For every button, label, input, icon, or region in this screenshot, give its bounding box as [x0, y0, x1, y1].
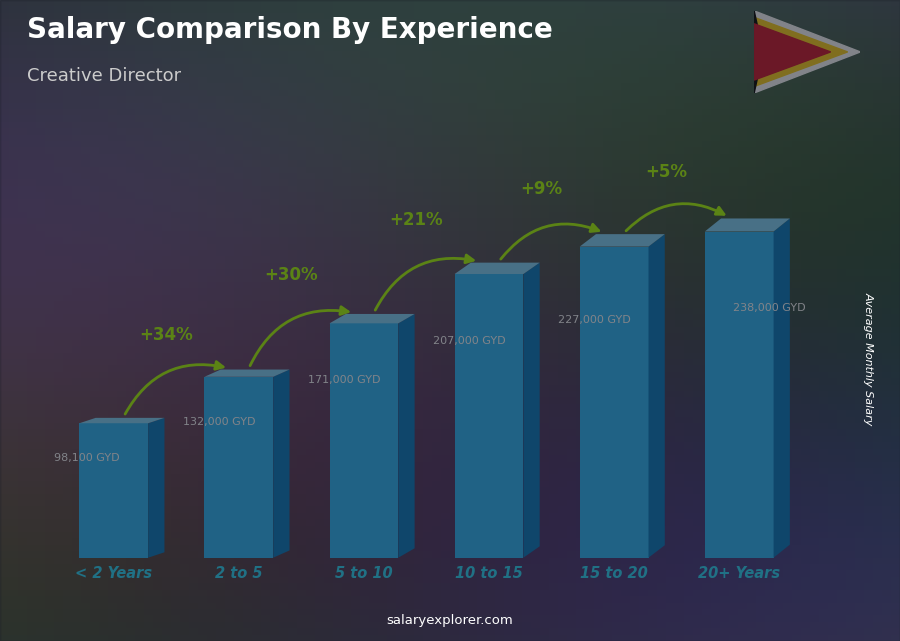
- Text: Salary Comparison By Experience: Salary Comparison By Experience: [27, 16, 553, 44]
- Polygon shape: [649, 234, 665, 558]
- Text: Creative Director: Creative Director: [27, 67, 181, 85]
- Polygon shape: [524, 263, 540, 558]
- Text: +9%: +9%: [520, 180, 562, 198]
- Polygon shape: [204, 370, 290, 377]
- Polygon shape: [79, 418, 165, 423]
- Polygon shape: [754, 17, 848, 87]
- Text: 207,000 GYD: 207,000 GYD: [433, 337, 506, 346]
- Text: 238,000 GYD: 238,000 GYD: [733, 303, 806, 313]
- Bar: [79, 423, 148, 558]
- Polygon shape: [754, 11, 860, 93]
- Text: 171,000 GYD: 171,000 GYD: [308, 375, 380, 385]
- Text: +5%: +5%: [645, 163, 688, 181]
- Bar: [329, 323, 399, 558]
- Polygon shape: [580, 234, 665, 247]
- Text: 98,100 GYD: 98,100 GYD: [54, 453, 120, 463]
- Polygon shape: [774, 219, 790, 558]
- Polygon shape: [754, 11, 763, 93]
- Polygon shape: [329, 314, 415, 323]
- Text: +21%: +21%: [390, 211, 444, 229]
- Bar: [580, 247, 649, 558]
- Polygon shape: [754, 24, 831, 80]
- Text: Average Monthly Salary: Average Monthly Salary: [863, 292, 874, 426]
- Text: salaryexplorer.com: salaryexplorer.com: [387, 614, 513, 627]
- Bar: [454, 274, 524, 558]
- Polygon shape: [454, 263, 540, 274]
- Polygon shape: [148, 418, 165, 558]
- Polygon shape: [399, 314, 415, 558]
- Text: +30%: +30%: [265, 266, 319, 284]
- Polygon shape: [705, 219, 790, 231]
- Bar: [204, 377, 274, 558]
- Text: 227,000 GYD: 227,000 GYD: [558, 315, 631, 325]
- Bar: [705, 231, 774, 558]
- Text: 132,000 GYD: 132,000 GYD: [183, 417, 255, 426]
- Text: +34%: +34%: [140, 326, 194, 344]
- Polygon shape: [274, 370, 290, 558]
